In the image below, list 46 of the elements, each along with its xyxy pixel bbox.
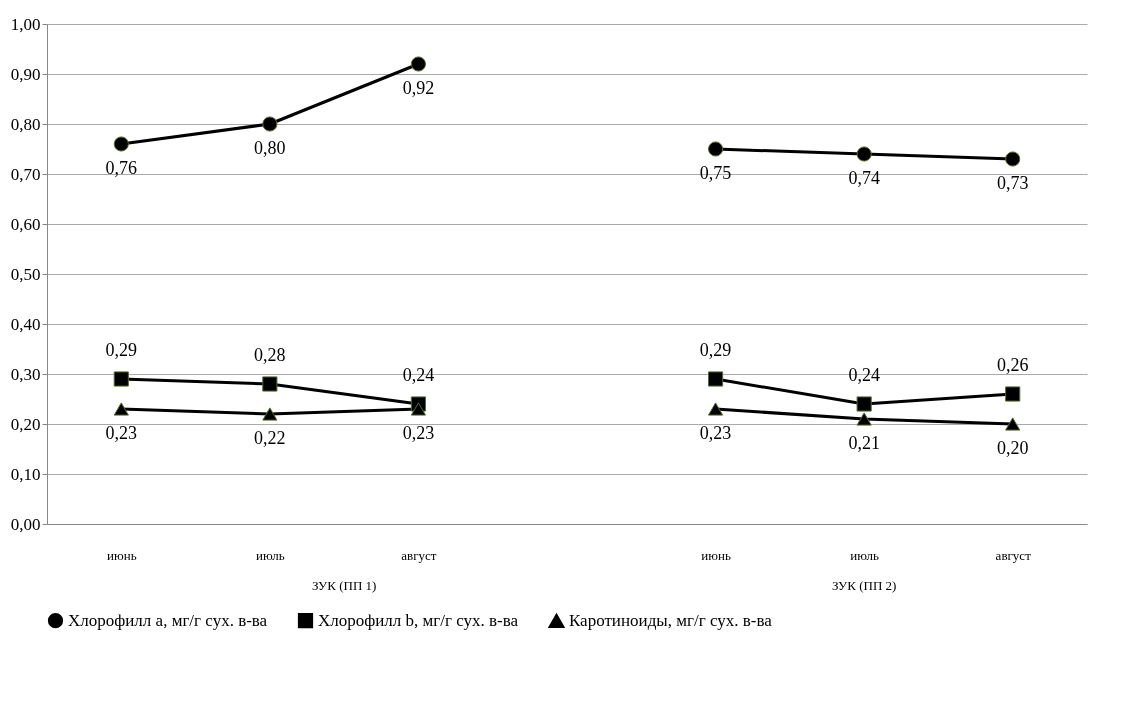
data-label: 0,80 [254,138,286,158]
data-label: 0,73 [996,173,1029,193]
point [856,146,872,162]
text: ЗУК (ПП 1) [311,578,377,593]
legend-label: Каротиноиды, мг/г сух. в-ва [569,611,773,631]
data-label: 0,74 [848,168,880,188]
data-label: 0,23 [699,423,732,443]
point [410,402,426,416]
y-tick-label: 1,00 [10,14,41,34]
y-tick-label: 0,70 [10,164,41,184]
data-label: 0,29 [105,340,138,360]
point [1005,151,1021,167]
data-label: 0,24 [848,365,880,385]
y-tick-label: 0,60 [10,214,41,234]
y-tick-label: 0,20 [10,414,41,434]
y-tick-label: 0,90 [10,64,41,84]
y-tick-label: 0,30 [10,364,41,384]
text: ЗУК (ПП 2) [831,578,897,593]
data-label: 0,26 [996,355,1029,375]
x-tick-label: август [401,547,437,563]
data-label: 0,29 [699,340,732,360]
x-tick-label: июнь [701,547,731,563]
data-label: 0,23 [402,423,435,443]
data-label: 0,20 [996,438,1029,458]
data-label: 0,23 [105,423,138,443]
data-label: 0,21 [848,433,880,453]
data-label: 0,76 [105,158,138,178]
x-tick-label: июль [850,547,880,563]
point [262,407,278,421]
y-tick-label: 0,00 [10,514,41,534]
data-label: 0,22 [254,428,286,448]
y-tick-label: 0,40 [10,314,41,334]
y-tick-label: 0,10 [10,464,41,484]
data-label: 0,28 [254,345,286,365]
x-tick-label: июнь [107,547,137,563]
legend-label: Хлорофилл b, мг/г сух. в-ва [318,610,519,630]
data-label: 0,24 [402,365,435,385]
data-label: 0,92 [402,78,435,98]
x-tick-label: август [995,547,1032,563]
y-tick-label: 0,50 [10,264,41,284]
data-label: 0,75 [699,163,732,183]
y-tick-label: 0,80 [10,114,41,134]
x-tick-label: июль [255,547,285,563]
point [113,402,129,416]
point [708,141,724,157]
legend-label: Хлорофилл a, мг/г сух. в-ва [68,610,268,630]
